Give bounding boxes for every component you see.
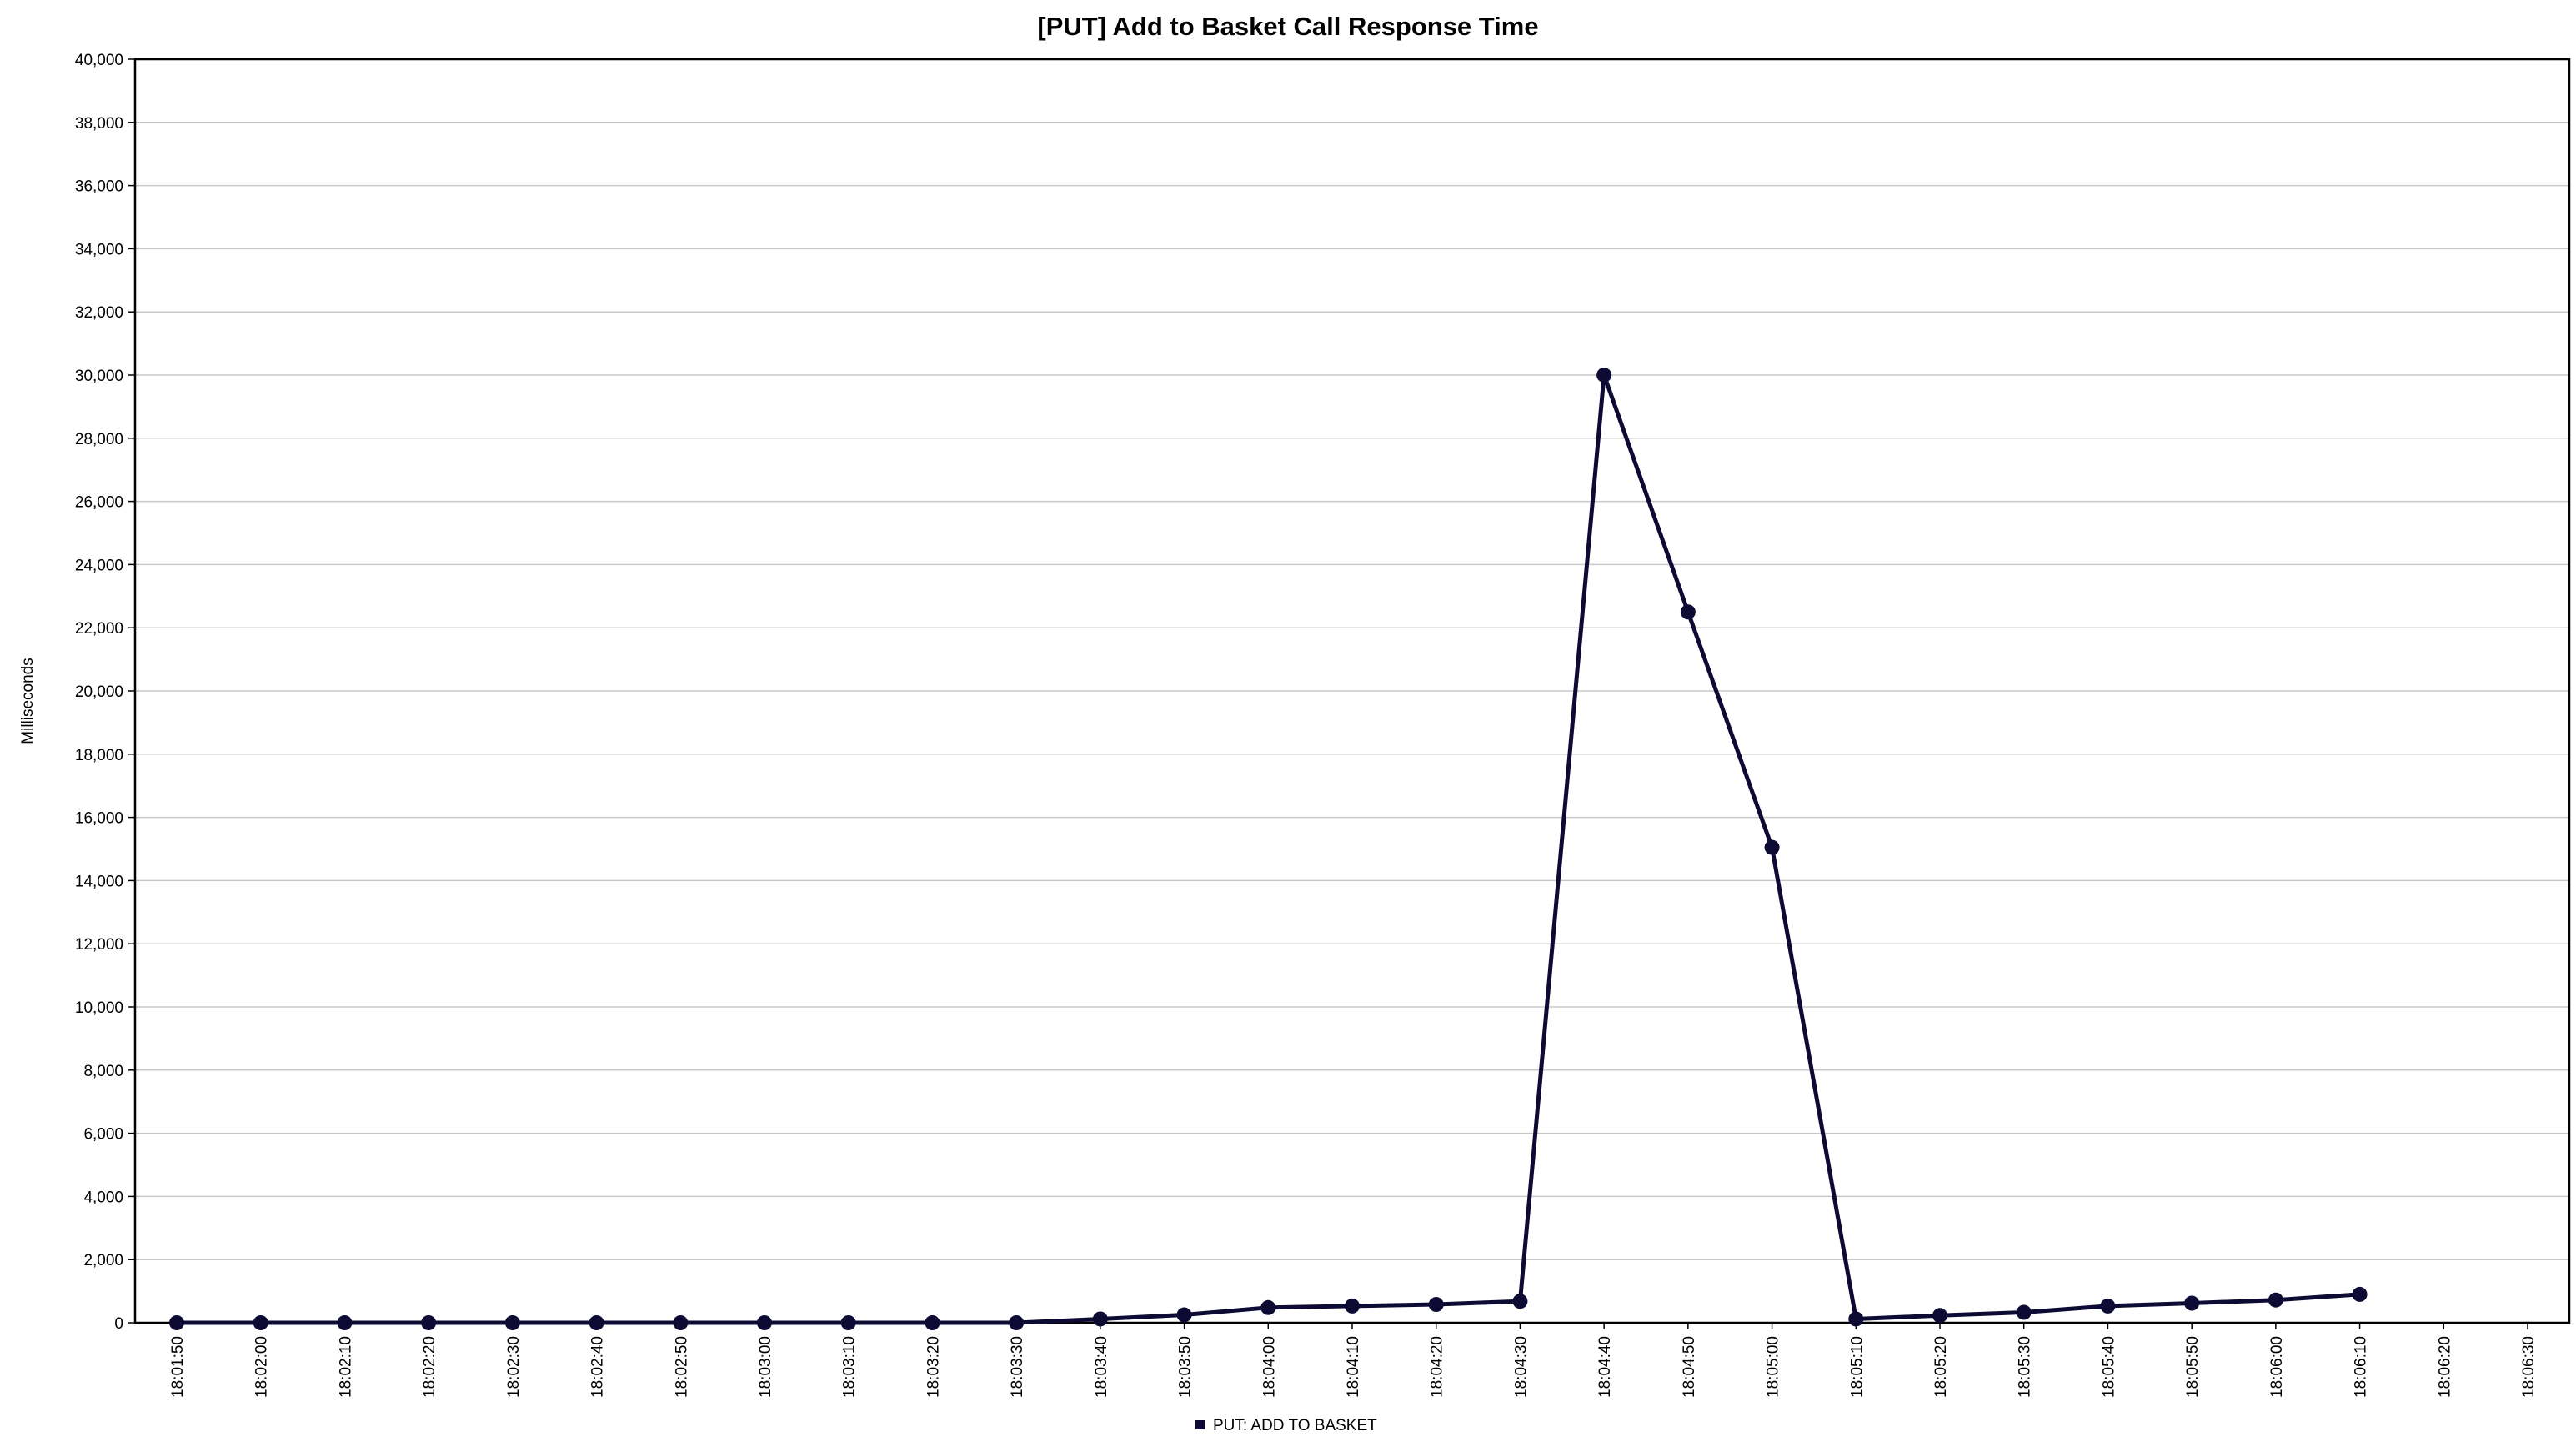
- data-point: [1932, 1308, 1947, 1324]
- x-tick-label: 18:01:50: [169, 1336, 187, 1398]
- data-point: [2268, 1292, 2283, 1308]
- y-tick-label: 34,000: [75, 241, 123, 258]
- series-layer: [169, 368, 2368, 1330]
- data-point: [1260, 1299, 1276, 1315]
- x-tick-label: 18:06:00: [2268, 1336, 2286, 1398]
- data-point: [757, 1315, 772, 1330]
- data-point: [840, 1315, 856, 1330]
- data-point: [169, 1315, 184, 1330]
- data-point: [1596, 368, 1612, 383]
- y-tick-label: 14,000: [75, 873, 123, 890]
- data-point: [1009, 1315, 1025, 1330]
- y-tick-label: 8,000: [83, 1063, 123, 1080]
- x-tick-label: 18:05:50: [2184, 1336, 2202, 1398]
- y-tick-label: 16,000: [75, 810, 123, 828]
- data-point: [1848, 1311, 1864, 1327]
- x-tick-label: 18:06:10: [2353, 1336, 2370, 1398]
- y-axis-label: Milliseconds: [19, 658, 37, 744]
- y-tick-label: 30,000: [75, 368, 123, 385]
- y-tick-label: 20,000: [75, 683, 123, 701]
- y-tick-label: 28,000: [75, 431, 123, 448]
- data-point: [1176, 1307, 1192, 1323]
- y-tick-label: 0: [114, 1315, 123, 1333]
- x-tick-label: 18:04:30: [1512, 1336, 1530, 1398]
- data-point: [589, 1315, 604, 1330]
- x-tick-label: 18:02:40: [589, 1336, 607, 1398]
- x-tick-label: 18:03:30: [1009, 1336, 1026, 1398]
- y-tick-label: 38,000: [75, 115, 123, 133]
- x-tick-label: 18:03:00: [757, 1336, 774, 1398]
- legend-label: PUT: ADD TO BASKET: [1213, 1417, 1377, 1434]
- data-point: [1092, 1311, 1108, 1327]
- x-tick-label: 18:02:30: [505, 1336, 523, 1398]
- x-tick-label: 18:02:10: [337, 1336, 354, 1398]
- legend: PUT: ADD TO BASKET: [1195, 1417, 1377, 1434]
- x-tick-label: 18:04:00: [1260, 1336, 1278, 1398]
- x-tick-label: 18:04:10: [1345, 1336, 1362, 1398]
- x-tick-label: 18:03:40: [1093, 1336, 1110, 1398]
- y-tick-label: 10,000: [75, 999, 123, 1017]
- x-tick-label: 18:05:40: [2100, 1336, 2117, 1398]
- data-point: [504, 1315, 520, 1330]
- x-tick-label: 18:02:50: [673, 1336, 690, 1398]
- y-tick-label: 32,000: [75, 304, 123, 322]
- data-point: [925, 1315, 940, 1330]
- y-tick-label: 6,000: [83, 1126, 123, 1144]
- x-tick-label: 18:02:00: [253, 1336, 271, 1398]
- data-point: [1512, 1294, 1528, 1309]
- y-tick-label: 22,000: [75, 620, 123, 638]
- x-axis-ticks: 18:01:50 18:02:00 18:02:10 18:02:20 18:02:30…: [169, 1323, 2538, 1398]
- y-tick-label: 26,000: [75, 494, 123, 512]
- data-point: [337, 1315, 353, 1330]
- chart-title: [PUT] Add to Basket Call Response Time: [1037, 12, 1538, 41]
- x-tick-label: 18:05:00: [1765, 1336, 1782, 1398]
- data-point: [253, 1315, 268, 1330]
- series-line: [177, 373, 2360, 1325]
- x-tick-label: 18:06:30: [2520, 1336, 2538, 1398]
- x-tick-label: 18:03:20: [925, 1336, 942, 1398]
- x-tick-label: 18:04:40: [1596, 1336, 1614, 1398]
- x-tick-label: 18:04:20: [1429, 1336, 1446, 1398]
- y-axis-ticks: 0 2,000 4,000 6,000 8,000 10,000 12,000 14,000 1…: [75, 52, 135, 1333]
- x-tick-label: 18:05:30: [2017, 1336, 2034, 1398]
- y-tick-label: 36,000: [75, 178, 123, 196]
- y-tick-label: 18,000: [75, 747, 123, 764]
- data-point: [1428, 1297, 1444, 1313]
- y-tick-label: 2,000: [83, 1252, 123, 1269]
- data-point: [2184, 1295, 2200, 1311]
- legend-marker: [1195, 1420, 1205, 1429]
- data-point: [673, 1315, 689, 1330]
- data-point: [2016, 1304, 2032, 1320]
- data-point: [1345, 1298, 1360, 1314]
- plot-area: [133, 58, 2571, 1324]
- x-tick-label: 18:05:20: [1932, 1336, 1950, 1398]
- gridlines: [135, 122, 2569, 1260]
- x-tick-label: 18:03:10: [841, 1336, 859, 1398]
- x-tick-label: 18:02:20: [421, 1336, 439, 1398]
- data-point: [1764, 839, 1780, 855]
- x-tick-label: 18:05:10: [1848, 1336, 1866, 1398]
- data-point: [1680, 604, 1696, 620]
- x-tick-label: 18:04:50: [1681, 1336, 1698, 1398]
- y-tick-label: 12,000: [75, 936, 123, 954]
- data-point: [2352, 1286, 2368, 1302]
- x-tick-label: 18:06:20: [2436, 1336, 2453, 1398]
- y-tick-label: 4,000: [83, 1189, 123, 1206]
- x-tick-label: 18:03:50: [1177, 1336, 1195, 1398]
- data-point: [421, 1315, 437, 1330]
- y-tick-label: 24,000: [75, 557, 123, 574]
- y-tick-label: 40,000: [75, 52, 123, 69]
- data-point: [2100, 1298, 2116, 1314]
